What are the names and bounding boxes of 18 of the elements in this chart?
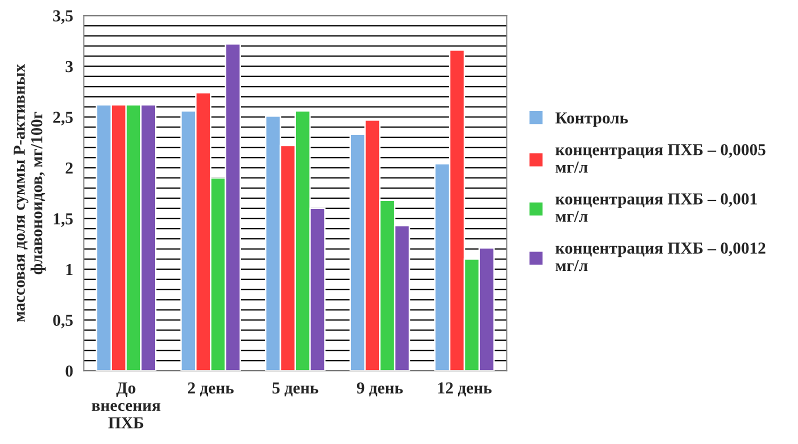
legend-label: концентрация ПХБ – 0,0012 мг/л [556,242,766,272]
y-tick-label: 3,5 [53,10,73,24]
x-tick-label: 5 день [272,382,318,396]
x-tick-label: 12 день [438,382,492,396]
x-tick-label: 2 день [188,382,234,396]
y-tick-label: 1,5 [54,213,73,227]
y-axis-title: массовая доля суммы Р-активных флавоноидов, мг/100г [14,64,46,322]
legend-label: концентрация ПХБ – 0,0005 мг/л [556,144,766,173]
x-tick-label: До внесения ПХБ [92,382,160,428]
y-tick-label: 0,5 [53,314,73,328]
y-tick-label: 1 [66,264,73,276]
x-tick-label: 9 день [356,382,403,396]
y-tick-label: 0 [66,365,73,377]
y-tick-label: 2 [66,162,73,174]
legend-label: концентрация ПХБ – 0,001 мг/л [556,193,757,222]
y-tick-label: 2,5 [53,112,73,126]
y-tick-label: 3 [66,61,73,72]
legend-label: Контроль [555,112,628,127]
